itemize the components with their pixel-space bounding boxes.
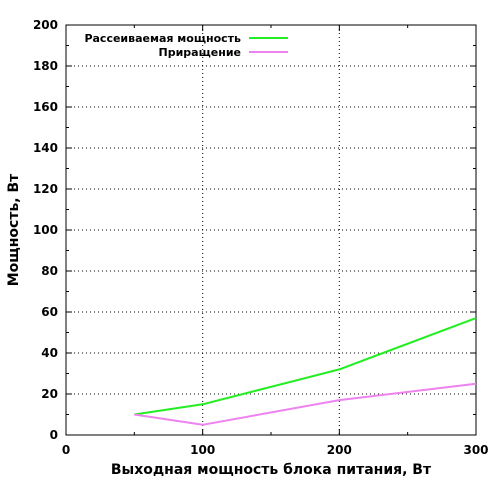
y-tick-label: 160 — [33, 100, 58, 114]
series-lines — [134, 317, 477, 426]
y-tick-label: 180 — [33, 59, 58, 73]
y-tick-labels: 0 20 40 60 80 100 120 140 160 180 200 — [33, 18, 58, 442]
y-tick-label: 0 — [50, 428, 58, 442]
y-tick-label: 20 — [41, 387, 58, 401]
x-tick-label: 0 — [62, 443, 70, 457]
ticks — [65, 24, 477, 436]
y-tick-label: 60 — [41, 305, 58, 319]
y-tick-label: 40 — [41, 346, 58, 360]
x-tick-label: 100 — [190, 443, 215, 457]
x-tick-labels: 0 100 200 300 — [62, 443, 489, 457]
grid — [66, 25, 476, 435]
legend-label: Приращение — [159, 46, 241, 59]
y-tick-label: 200 — [33, 18, 58, 32]
x-tick-label: 300 — [463, 443, 488, 457]
legend-label: Рассеиваемая мощность — [84, 32, 241, 45]
y-tick-label: 140 — [33, 141, 58, 155]
series-line-1 — [134, 317, 477, 416]
y-axis-title: Мощность, Вт — [6, 173, 22, 286]
x-axis-title: Выходная мощность блока питания, Вт — [111, 462, 432, 478]
y-tick-label: 120 — [33, 182, 58, 196]
x-tick-label: 200 — [327, 443, 352, 457]
y-tick-label: 100 — [33, 223, 58, 237]
series-line-2 — [134, 382, 477, 426]
y-tick-label: 80 — [41, 264, 58, 278]
